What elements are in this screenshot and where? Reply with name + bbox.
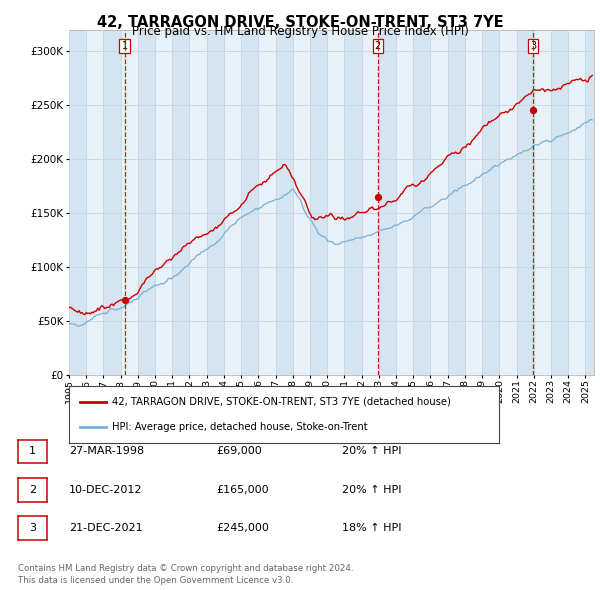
Bar	[379, 30, 396, 375]
Bar	[517, 30, 534, 375]
Text: £69,000: £69,000	[216, 447, 262, 456]
Text: 3: 3	[29, 523, 36, 533]
Bar	[207, 30, 224, 375]
Bar	[121, 30, 138, 375]
Point	[529, 106, 538, 115]
Bar	[155, 30, 172, 375]
Bar	[534, 30, 551, 375]
Bar	[448, 30, 465, 375]
Text: 20% ↑ HPI: 20% ↑ HPI	[342, 485, 401, 494]
Bar	[551, 30, 568, 375]
Text: 27-MAR-1998: 27-MAR-1998	[69, 447, 144, 456]
Bar	[499, 30, 517, 375]
Text: 18% ↑ HPI: 18% ↑ HPI	[342, 523, 401, 533]
Bar	[103, 30, 121, 375]
Bar	[293, 30, 310, 375]
Bar	[259, 30, 275, 375]
Text: 10-DEC-2012: 10-DEC-2012	[69, 485, 143, 494]
Bar	[413, 30, 430, 375]
Bar	[172, 30, 190, 375]
Text: 21-DEC-2021: 21-DEC-2021	[69, 523, 143, 533]
Bar	[310, 30, 327, 375]
Bar	[344, 30, 362, 375]
Bar	[586, 30, 600, 375]
Point	[120, 296, 130, 305]
Bar	[241, 30, 259, 375]
Text: 20% ↑ HPI: 20% ↑ HPI	[342, 447, 401, 456]
Bar	[69, 30, 86, 375]
Text: 1: 1	[122, 41, 128, 51]
Text: 2: 2	[374, 41, 381, 51]
Bar	[138, 30, 155, 375]
Bar	[190, 30, 207, 375]
Text: Contains HM Land Registry data © Crown copyright and database right 2024.
This d: Contains HM Land Registry data © Crown c…	[18, 565, 353, 585]
Text: £245,000: £245,000	[216, 523, 269, 533]
Text: 3: 3	[530, 41, 536, 51]
Bar	[482, 30, 499, 375]
Bar	[275, 30, 293, 375]
Bar	[465, 30, 482, 375]
Bar	[396, 30, 413, 375]
Bar	[430, 30, 448, 375]
Bar	[86, 30, 103, 375]
Text: £165,000: £165,000	[216, 485, 269, 494]
Bar	[362, 30, 379, 375]
Text: Price paid vs. HM Land Registry's House Price Index (HPI): Price paid vs. HM Land Registry's House …	[131, 25, 469, 38]
Point	[373, 192, 383, 201]
Bar	[224, 30, 241, 375]
Text: 42, TARRAGON DRIVE, STOKE-ON-TRENT, ST3 7YE: 42, TARRAGON DRIVE, STOKE-ON-TRENT, ST3 …	[97, 15, 503, 30]
Text: 42, TARRAGON DRIVE, STOKE-ON-TRENT, ST3 7YE (detached house): 42, TARRAGON DRIVE, STOKE-ON-TRENT, ST3 …	[112, 396, 451, 407]
Text: HPI: Average price, detached house, Stoke-on-Trent: HPI: Average price, detached house, Stok…	[112, 422, 368, 432]
Text: 2: 2	[29, 485, 36, 494]
Text: 1: 1	[29, 447, 36, 456]
Bar	[568, 30, 586, 375]
Bar	[327, 30, 344, 375]
